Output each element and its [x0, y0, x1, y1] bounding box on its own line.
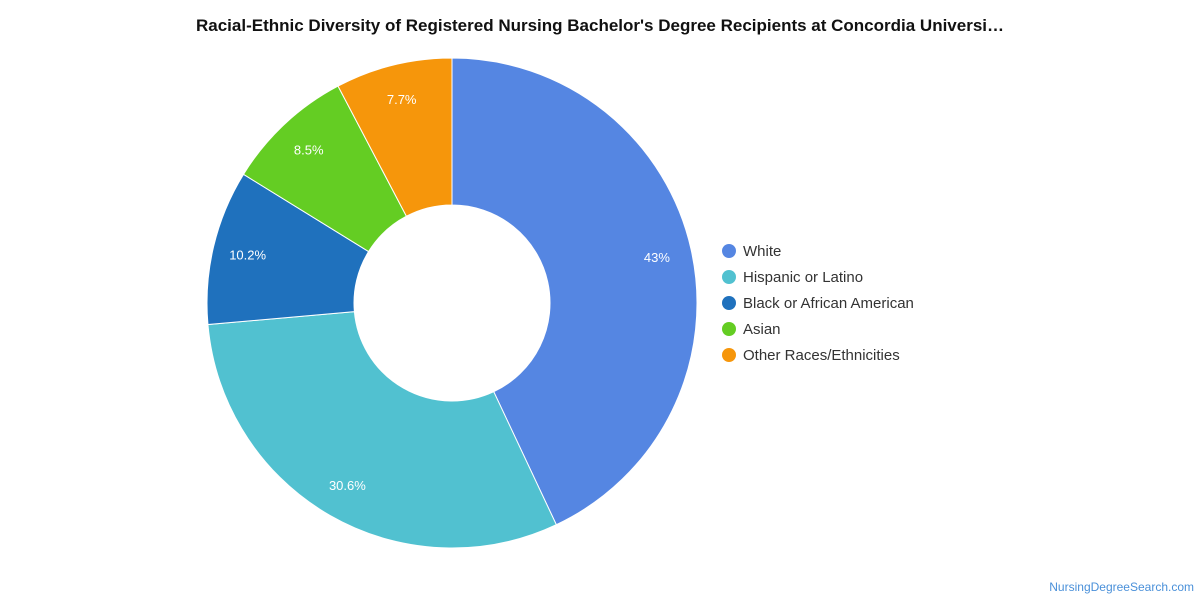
- legend-label-asian: Asian: [743, 321, 781, 338]
- slice-label-white: 43%: [644, 250, 670, 265]
- legend-item-other-races-ethnicities[interactable]: Other Races/Ethnicities: [722, 347, 900, 364]
- legend-item-hispanic-or-latino[interactable]: Hispanic or Latino: [722, 269, 863, 286]
- slice-other-races-ethnicities[interactable]: [337, 57, 453, 217]
- slice-label-other-races-ethnicities: 7.7%: [387, 92, 417, 107]
- slice-black-or-african-american[interactable]: [206, 173, 370, 326]
- legend: White Hispanic or Latino Black or African …: [722, 243, 914, 364]
- legend-swatch-other-races-ethnicities: [722, 348, 736, 362]
- legend-label-black-or-african-american: Black or African American: [743, 295, 914, 312]
- legend-item-black-or-african-american[interactable]: Black or African American: [722, 295, 914, 312]
- legend-label-hispanic-or-latino: Hispanic or Latino: [743, 269, 863, 286]
- legend-swatch-black-or-african-american: [722, 296, 736, 310]
- legend-item-white[interactable]: White: [722, 243, 781, 260]
- legend-label-other-races-ethnicities: Other Races/Ethnicities: [743, 347, 900, 364]
- legend-swatch-white: [722, 244, 736, 258]
- source-link[interactable]: NursingDegreeSearch.com: [1049, 580, 1194, 594]
- slice-label-hispanic-or-latino: 30.6%: [329, 478, 366, 493]
- slice-labels: 43% 30.6% 10.2% 8.5% 7.7%: [229, 92, 670, 493]
- legend-label-white: White: [743, 243, 781, 260]
- slice-label-black-or-african-american: 10.2%: [229, 248, 266, 263]
- chart-title: Racial-Ethnic Diversity of Registered Nu…: [196, 16, 1004, 35]
- slice-white[interactable]: [451, 57, 698, 526]
- slices: [206, 57, 698, 549]
- slice-hispanic-or-latino[interactable]: [207, 311, 557, 549]
- legend-item-asian[interactable]: Asian: [722, 321, 781, 338]
- slice-label-asian: 8.5%: [294, 142, 324, 157]
- legend-swatch-asian: [722, 322, 736, 336]
- legend-swatch-hispanic-or-latino: [722, 270, 736, 284]
